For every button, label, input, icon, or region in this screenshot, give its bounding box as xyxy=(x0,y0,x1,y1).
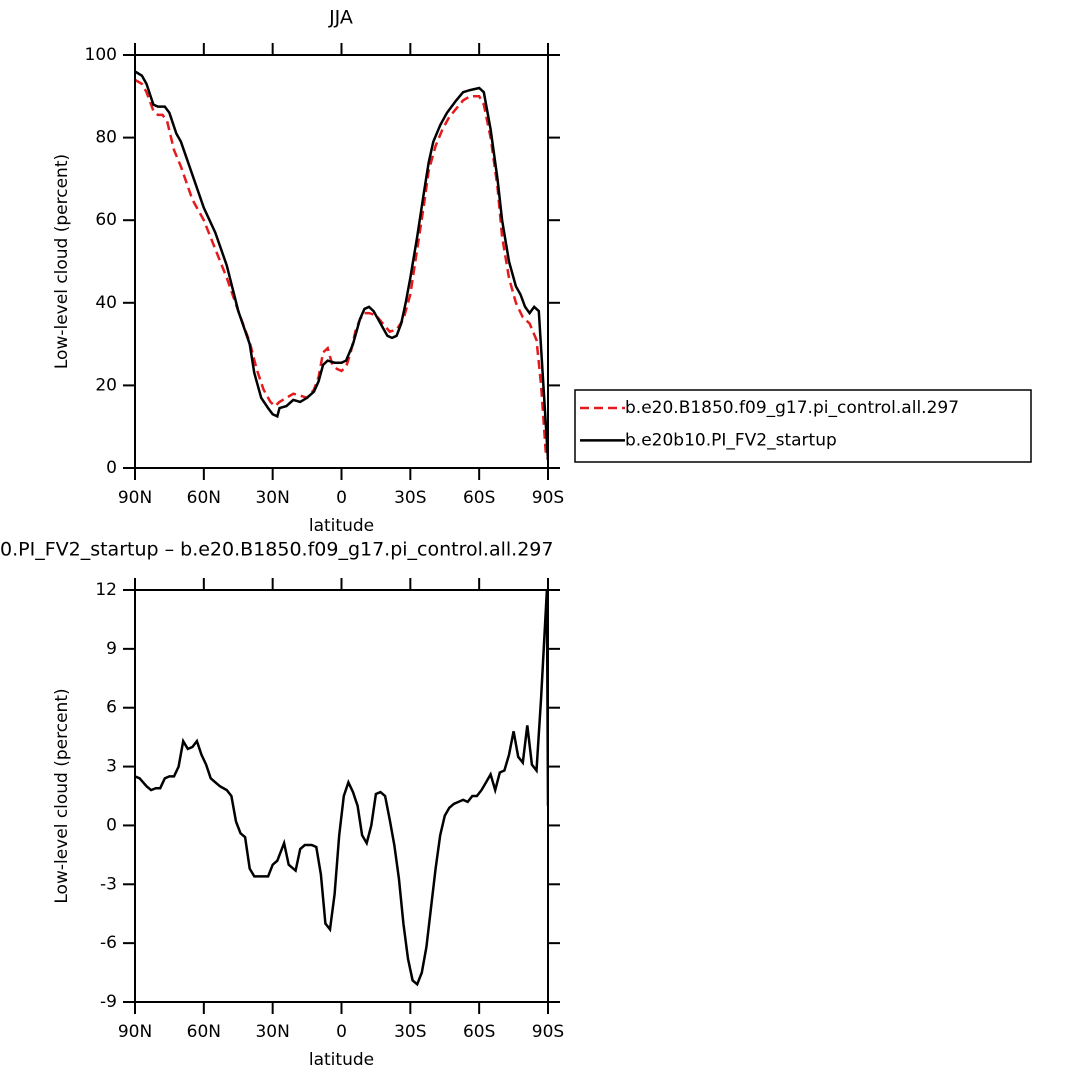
data-line xyxy=(135,70,548,460)
x-tick-label: 30N xyxy=(255,1022,289,1042)
x-tick-label: 60N xyxy=(187,488,221,508)
legend-label: b.e20.B1850.f09_g17.pi_control.all.297 xyxy=(625,398,959,418)
y-tick-label: -9 xyxy=(100,992,117,1012)
y-tick-label: -3 xyxy=(100,874,117,894)
data-line xyxy=(135,78,548,461)
y-tick-label: 6 xyxy=(106,698,117,718)
x-tick-label: 90N xyxy=(118,1022,152,1042)
x-tick-label: 30S xyxy=(394,488,426,508)
data-line xyxy=(135,590,548,987)
y-tick-label: 0 xyxy=(106,458,117,478)
chart-title: JJA xyxy=(328,7,353,29)
y-tick-label: 9 xyxy=(106,639,117,659)
y-tick-label: 0 xyxy=(106,815,117,835)
y-tick-label: 60 xyxy=(95,210,117,230)
y-axis-label: Low-level cloud (percent) xyxy=(52,688,72,903)
x-tick-label: 0 xyxy=(336,1022,347,1042)
x-axis-label: latitude xyxy=(309,516,374,536)
plot-frame xyxy=(134,54,549,469)
y-tick-label: 3 xyxy=(106,757,117,777)
x-tick-label: 90S xyxy=(532,488,564,508)
y-tick-label: -6 xyxy=(100,933,117,953)
x-tick-label: 90S xyxy=(532,1022,564,1042)
x-tick-label: 60S xyxy=(463,488,495,508)
legend-label: b.e20b10.PI_FV2_startup xyxy=(625,430,837,450)
x-tick-label: 0 xyxy=(336,488,347,508)
legend-box xyxy=(574,389,1032,463)
chart-title: 0.PI_FV2_startup – b.e20.B1850.f09_g17.p… xyxy=(0,539,553,561)
y-axis-label: Low-level cloud (percent) xyxy=(52,154,72,369)
x-tick-label: 60N xyxy=(187,1022,221,1042)
x-tick-label: 90N xyxy=(118,488,152,508)
y-tick-label: 12 xyxy=(95,580,117,600)
x-axis-label: latitude xyxy=(309,1050,374,1070)
plot-frame xyxy=(134,589,549,1003)
x-tick-label: 60S xyxy=(463,1022,495,1042)
y-tick-label: 20 xyxy=(95,375,117,395)
x-tick-label: 30N xyxy=(255,488,289,508)
y-tick-label: 40 xyxy=(95,293,117,313)
y-tick-label: 100 xyxy=(85,45,117,65)
y-tick-label: 80 xyxy=(95,128,117,148)
x-tick-label: 30S xyxy=(394,1022,426,1042)
